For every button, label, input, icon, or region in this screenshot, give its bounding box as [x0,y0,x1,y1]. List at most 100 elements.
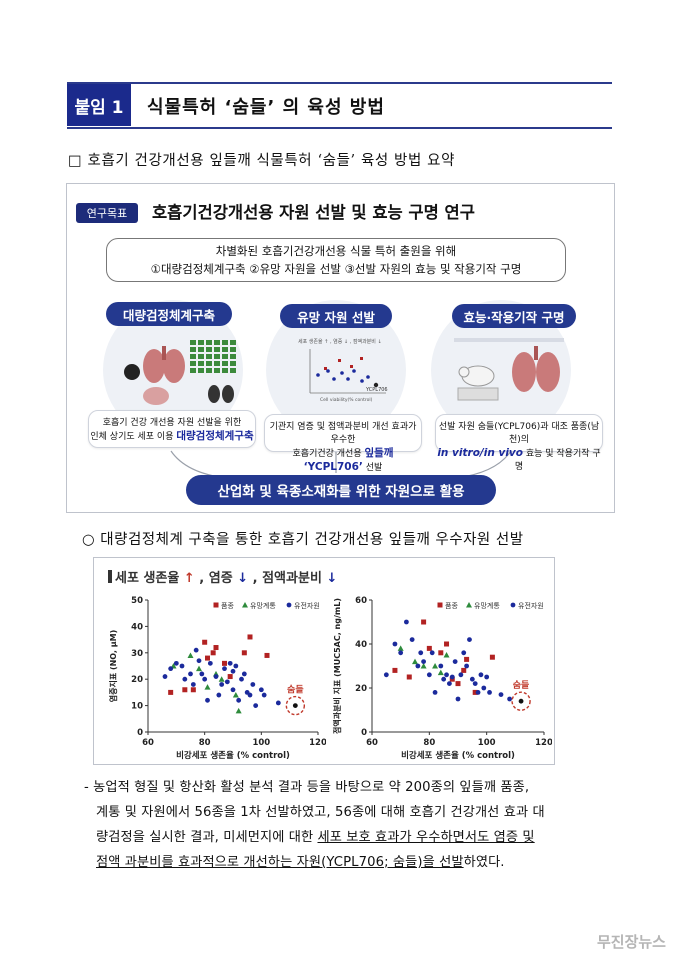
data-point [455,696,461,702]
data-point [202,639,208,645]
inflammation-scatter-chart: 60 80 100 120 0 10 20 30 40 50 비강세포 생존율 (% control… [108,596,326,761]
goal-title: 호흡기건강개선용 자원 선발 및 효능 구명 연구 [152,203,475,222]
highlight-label: 숨들 [513,679,530,691]
data-point [481,685,487,691]
chart-header: 세포 생존율 ↑ , 염증 ↓ , 점액과분비 ↓ [108,567,337,586]
data-point [250,682,256,687]
caption-3-line-2: in vitro/in vivo 효능 및 작용기작 구명 [437,447,601,472]
data-point [437,669,444,676]
y-axis-label: 염증지표 (NO, μM) [108,630,118,703]
data-point [241,650,247,656]
data-point [275,700,281,706]
data-point [432,690,438,695]
data-point [469,676,475,682]
caption-2-line-2: 호흡기건강 개선용 잎들깨 ‘YCPL706’ 선발 [292,447,394,473]
x-tick-label: 120 [535,738,552,748]
pill-mechanism: 효능·작용기작 구명 [452,304,576,328]
data-point [398,650,404,656]
data-point [261,692,267,698]
data-point [190,682,196,687]
data-point [227,674,233,680]
data-point [224,679,230,685]
data-point [264,652,270,658]
data-point [461,667,467,673]
highlight-ring [285,695,306,716]
data-point [489,654,495,660]
data-point [444,672,449,678]
header-bottom-rule [67,127,612,129]
header-bar-icon [108,570,112,583]
down-arrow-icon: ↓ [326,571,338,586]
legend-label: 유망계통 [474,601,500,610]
caption-1-line-2: 인체 상기도 세포 이용 대량검정체계구축 [90,430,254,442]
data-point [421,619,427,625]
data-point [222,660,227,666]
data-point [487,690,492,695]
y-tick-label: 40 [131,622,143,632]
up-arrow-icon: ↑ [183,571,195,586]
data-point [235,707,242,714]
legend-label: 품종 [221,602,234,610]
data-point [518,698,524,704]
data-point [207,660,213,666]
mouse-lung-illustration [454,338,564,401]
data-point [213,645,219,651]
data-point [230,668,236,674]
y-tick-label: 10 [131,702,143,712]
data-point [443,652,450,658]
aim-line-1: 차별화된 호흡기건강개선용 식물 특허 출원을 위해 [215,244,457,258]
appendix-badge: 붙임 1 [67,84,131,126]
header-top-rule [67,82,612,84]
data-point [173,660,179,666]
data-point [241,671,247,677]
caption-mass-screening: 호흡기 건강 개선용 자원 선발을 위한 인체 상기도 세포 이용 대량검정체계… [88,410,256,448]
page-title: 식물특허 ‘숨들’ 의 육성 방법 [147,97,385,118]
goal-tag: 연구목표 [76,203,138,223]
y-axis-label: 점액과분비 지표 (MUC5AC, ng/mL) [332,598,342,734]
caption-selection: 기관지 염증 및 점액과분비 개선 효과가 우수한 호흡기건강 개선용 잎들깨 … [264,414,422,473]
caption-1-line-1: 호흡기 건강 개선용 자원 선발을 위한 [102,418,242,428]
data-point [168,666,174,672]
data-point [247,634,253,640]
paragraph-line-1: - 농업적 형질 및 항산화 활성 분석 결과 등을 바탕으로 약 200종의 … [84,780,530,795]
data-point [239,676,244,682]
legend-label: 품종 [445,602,458,610]
y-tick-label: 40 [355,640,367,650]
data-point [292,703,298,708]
data-point [441,676,447,682]
data-point [415,663,421,669]
lung-cell-illustration [124,340,236,405]
data-point [432,663,439,669]
data-point [426,672,432,678]
data-point [383,672,389,678]
data-point [392,667,398,673]
legend-label: 유전자원 [518,601,544,610]
x-tick-label: 60 [142,738,154,748]
data-point [233,663,239,669]
y-tick-label: 50 [131,596,143,606]
data-point [219,682,225,687]
data-point [438,663,444,669]
highlight-label: 숨들 [287,684,304,696]
data-point [193,647,199,653]
data-point [196,658,202,664]
legend-label: 유망계통 [250,601,276,610]
data-point [222,666,227,672]
data-point [397,645,404,651]
data-point [205,655,210,661]
data-point [227,660,233,666]
paragraph-line-4: 점액 과분비를 효과적으로 개선하는 자원(YCPL706; 숨들)을 선발하였… [96,855,505,870]
data-point [472,681,478,686]
data-point [253,703,259,708]
data-point [162,674,168,679]
data-point [461,650,467,656]
data-point [204,684,211,690]
x-tick-label: 80 [423,738,435,748]
y-tick-label: 20 [131,675,143,685]
section-heading: ○ 대량검정체계 구축을 통한 호흡기 건강개선용 잎들깨 우수자원 선발 [82,532,524,548]
data-point [472,689,478,695]
data-point [404,619,409,625]
data-point [464,656,470,662]
data-point [452,659,458,664]
usage-pill: 산업화 및 육종소재화를 위한 자원으로 활용 [186,475,496,505]
